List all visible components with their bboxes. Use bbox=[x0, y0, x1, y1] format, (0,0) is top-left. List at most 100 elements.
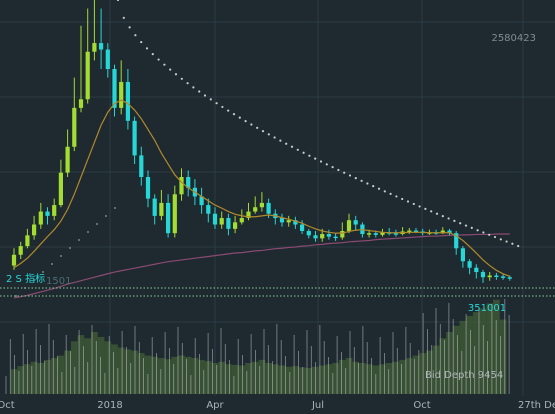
candle-body bbox=[501, 276, 506, 278]
candle-body bbox=[119, 81, 124, 108]
indicator-label-faded: 1501 bbox=[46, 276, 71, 287]
candle-body bbox=[65, 146, 70, 173]
candle-body bbox=[320, 234, 325, 239]
candle-body bbox=[179, 177, 184, 195]
resistance-dot bbox=[227, 109, 230, 112]
candle-body bbox=[239, 218, 244, 223]
candle-body bbox=[413, 230, 419, 233]
volume-bar bbox=[345, 358, 353, 394]
resistance-dot bbox=[279, 139, 282, 142]
candle-body bbox=[467, 261, 472, 268]
volume-bar bbox=[352, 361, 360, 394]
candle-body bbox=[152, 198, 157, 216]
candle-body bbox=[11, 254, 17, 266]
candle-body bbox=[293, 220, 298, 225]
resistance-dot bbox=[389, 192, 392, 195]
price-label-low: 351001 bbox=[468, 303, 506, 314]
resistance-dot bbox=[169, 68, 172, 71]
candle-body bbox=[253, 207, 258, 212]
resistance-dot bbox=[15, 295, 17, 297]
resistance-dot bbox=[238, 116, 241, 119]
resistance-dot bbox=[203, 94, 207, 97]
resistance-dot bbox=[499, 238, 502, 241]
candle-body bbox=[460, 248, 465, 262]
volume-bar bbox=[499, 319, 507, 394]
resistance-dot bbox=[180, 77, 183, 80]
volume-bar bbox=[211, 363, 219, 394]
resistance-dot bbox=[145, 47, 149, 50]
resistance-dot bbox=[447, 217, 450, 220]
resistance-dot bbox=[325, 163, 328, 166]
candle-body bbox=[99, 43, 104, 50]
candle-body bbox=[306, 231, 311, 236]
resistance-dot bbox=[267, 133, 270, 136]
x-tick-label: 2018 bbox=[97, 400, 122, 411]
resistance-dot bbox=[87, 231, 89, 233]
candle-body bbox=[38, 211, 43, 225]
candle-body bbox=[166, 202, 171, 234]
resistance-dot bbox=[296, 148, 299, 151]
candle-body bbox=[112, 69, 117, 108]
volume-bar bbox=[365, 364, 373, 394]
x-tick-label: Apr bbox=[206, 400, 224, 411]
resistance-dot bbox=[430, 210, 433, 213]
candles bbox=[11, 0, 512, 283]
volume-bar bbox=[399, 359, 406, 394]
candle-body bbox=[125, 81, 130, 121]
price-label-top: 2580423 bbox=[491, 33, 536, 44]
resistance-dot bbox=[395, 195, 398, 198]
volume-bar bbox=[245, 363, 252, 394]
resistance-dot bbox=[273, 136, 276, 139]
resistance-dot bbox=[412, 202, 415, 206]
candle-body bbox=[286, 220, 291, 223]
resistance-dot bbox=[464, 224, 468, 227]
resistance-dot bbox=[198, 90, 201, 93]
resistance-dot bbox=[51, 263, 53, 265]
candle-body bbox=[172, 194, 177, 234]
resistance-dot bbox=[116, 0, 120, 2]
candle-body bbox=[507, 277, 512, 279]
x-tick-label: Jul bbox=[311, 400, 324, 411]
bid-depth-label: Bid Depth 9454 bbox=[425, 370, 503, 381]
candle-body bbox=[92, 43, 97, 52]
volume-bar bbox=[57, 355, 65, 394]
volume-bar bbox=[218, 361, 226, 394]
candle-body bbox=[105, 49, 110, 69]
volume-bar bbox=[271, 364, 279, 394]
candle-body bbox=[353, 220, 358, 225]
resistance-dot bbox=[441, 215, 444, 218]
volume-bar bbox=[278, 365, 286, 394]
candle-body bbox=[494, 275, 499, 277]
candle-body bbox=[279, 218, 285, 223]
volume-bar bbox=[124, 349, 132, 394]
candle-body bbox=[145, 177, 151, 199]
volume-bar bbox=[298, 367, 306, 394]
volume-bar bbox=[426, 350, 433, 394]
candle-body bbox=[132, 120, 137, 156]
volume-bar bbox=[318, 365, 326, 394]
resistance-dot bbox=[511, 242, 514, 245]
indicator-label: 2 S 指标 bbox=[6, 272, 45, 285]
dotted-resistance bbox=[15, 0, 520, 297]
resistance-dot bbox=[42, 271, 44, 273]
candle-body bbox=[139, 155, 144, 177]
candle-body bbox=[454, 233, 459, 249]
volume-bar bbox=[486, 303, 494, 394]
volume-bar bbox=[379, 364, 386, 394]
resistance-dot bbox=[69, 247, 71, 249]
depth-lines bbox=[5, 299, 510, 394]
candle-body bbox=[259, 202, 264, 208]
resistance-dot bbox=[435, 212, 439, 215]
candle-body bbox=[474, 267, 479, 273]
candle-body bbox=[340, 231, 345, 238]
volume-bar bbox=[37, 363, 45, 394]
volume-bar bbox=[412, 355, 420, 394]
resistance-dot bbox=[348, 174, 352, 177]
candle-body bbox=[58, 172, 63, 206]
volume-bar bbox=[385, 363, 393, 394]
resistance-dot bbox=[459, 222, 462, 225]
volume-bar bbox=[466, 315, 473, 394]
volume-bar bbox=[184, 356, 192, 394]
candle-body bbox=[326, 234, 331, 237]
